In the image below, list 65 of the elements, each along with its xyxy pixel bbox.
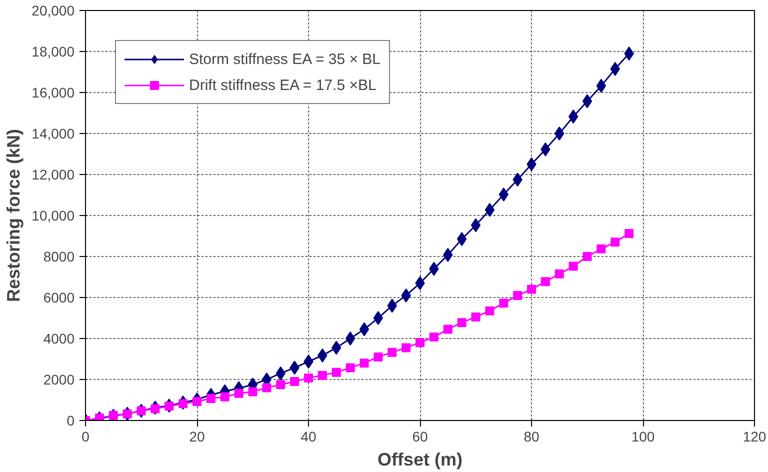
y-tick-label: 14,000 [32, 126, 75, 142]
x-tick-label: 20 [189, 428, 205, 444]
point [136, 406, 146, 416]
point [568, 262, 578, 271]
y-tick-label: 12,000 [32, 166, 75, 182]
point [582, 252, 592, 261]
point [248, 387, 258, 396]
point [443, 324, 452, 334]
y-tick-label: 10,000 [32, 208, 75, 224]
point [373, 311, 384, 325]
point [582, 94, 592, 108]
point [554, 269, 564, 278]
point [262, 383, 272, 392]
point [499, 298, 508, 308]
point [345, 332, 356, 346]
point [513, 290, 522, 300]
point [290, 377, 300, 386]
x-tick-label: 0 [82, 428, 90, 444]
y-tick-label: 18,000 [32, 44, 75, 60]
point [484, 202, 495, 217]
point [429, 332, 438, 342]
x-tick-label: 60 [412, 428, 428, 444]
point [276, 380, 286, 390]
y-tick-label: 6000 [43, 290, 75, 306]
point [624, 228, 634, 238]
point [568, 110, 578, 124]
point [596, 78, 606, 93]
y-tick-label: 0 [66, 412, 75, 428]
point [457, 318, 466, 328]
point [220, 392, 230, 402]
point [596, 244, 606, 254]
x-axis-title: Offset (m) [378, 450, 463, 470]
point [554, 126, 564, 140]
point [359, 322, 370, 336]
point [346, 363, 355, 372]
point [527, 284, 536, 294]
y-tick-label: 2000 [43, 372, 75, 388]
point [610, 238, 620, 247]
y-tick-label: 16,000 [32, 84, 75, 100]
point [304, 373, 313, 382]
y-axis-title: Restoring force (kN) [4, 128, 24, 302]
x-tick-label: 100 [631, 428, 655, 444]
point [471, 312, 480, 322]
point [456, 232, 467, 246]
point [206, 394, 216, 403]
x-tick-label: 120 [742, 428, 766, 444]
point [234, 388, 244, 398]
point [360, 358, 369, 368]
x-tick-label: 40 [300, 428, 316, 444]
legend-label: Storm stiffness EA = 35 × BL [189, 50, 380, 68]
point [332, 368, 341, 377]
point [374, 352, 383, 362]
point [540, 277, 550, 286]
y-tick-label: 20,000 [32, 2, 75, 18]
point [318, 370, 327, 380]
y-tick-label: 4000 [43, 330, 75, 346]
point [402, 343, 411, 352]
point [150, 404, 160, 414]
x-tick-label: 80 [524, 428, 540, 444]
point [388, 348, 397, 357]
point [470, 218, 481, 232]
legend-label: Drift stiffness EA = 17.5 ×BL [189, 76, 376, 94]
point [485, 306, 494, 316]
point [416, 338, 424, 348]
y-tick-label: 8000 [43, 248, 75, 264]
